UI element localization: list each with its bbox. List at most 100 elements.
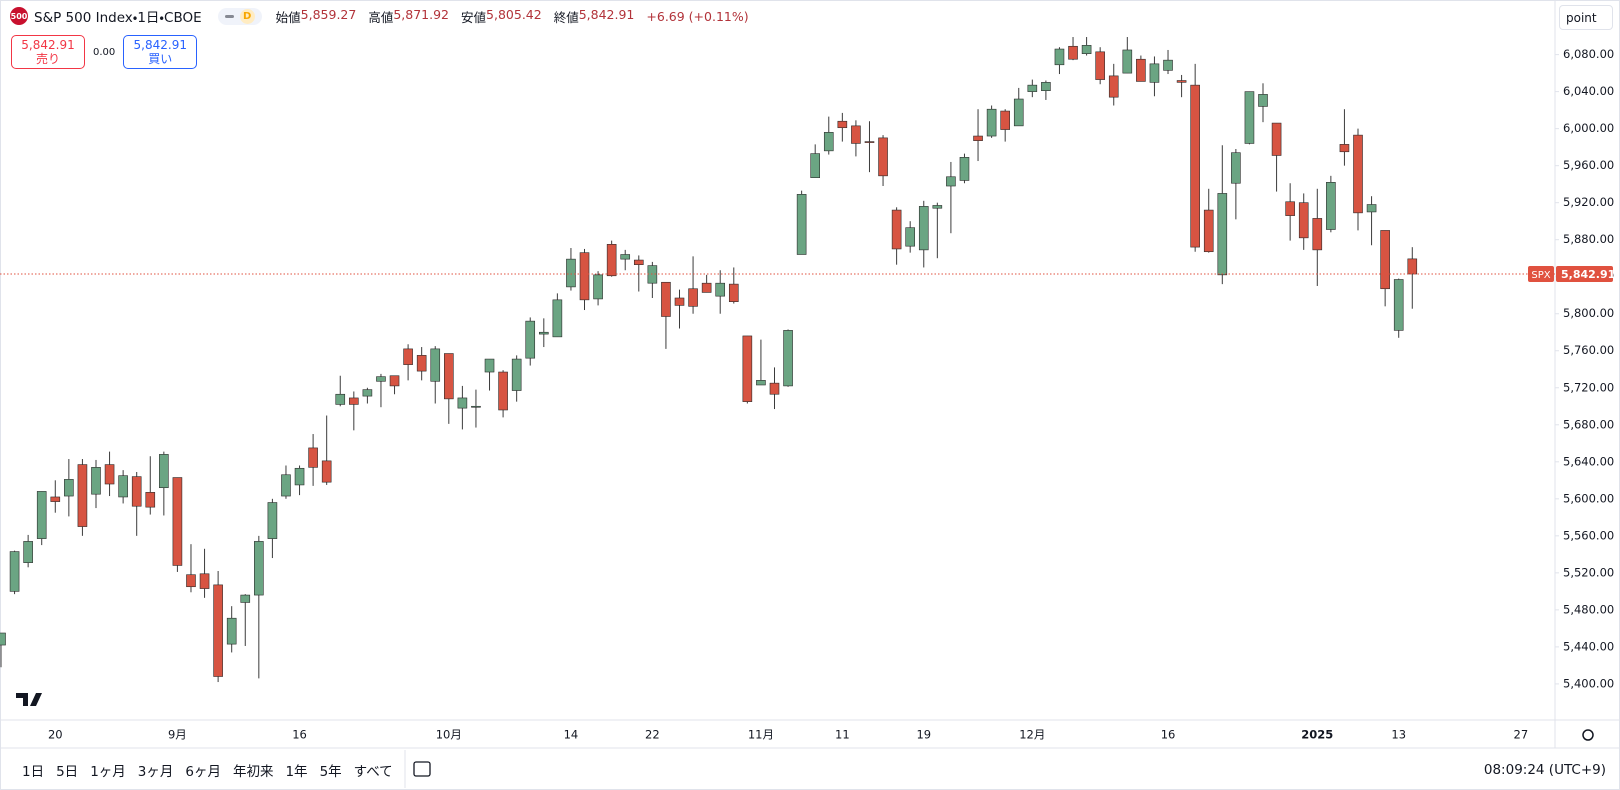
candle-body bbox=[1231, 152, 1241, 184]
candle-body bbox=[240, 594, 251, 603]
period-button[interactable]: 3ヶ月 bbox=[137, 764, 174, 780]
chart-title: S&P 500 Index・1日・CBOE bbox=[34, 10, 202, 26]
candle-body bbox=[579, 252, 590, 301]
ohlc-name: 始値 bbox=[275, 9, 301, 25]
x-tick-label: 20 bbox=[48, 728, 63, 742]
candle-body bbox=[91, 467, 101, 495]
candle-body bbox=[606, 244, 617, 277]
candle-body bbox=[1000, 110, 1010, 130]
candle-body bbox=[430, 348, 441, 382]
candle-body bbox=[932, 205, 943, 209]
y-tick-label: 5,600.00 bbox=[1563, 491, 1614, 505]
candle-body bbox=[308, 447, 318, 468]
period-button[interactable]: 5日 bbox=[56, 764, 79, 780]
candle-body bbox=[1013, 98, 1024, 127]
candle-body bbox=[159, 454, 169, 489]
candle-body bbox=[403, 348, 413, 365]
candle-body bbox=[566, 258, 576, 288]
symbol-badge: 500 bbox=[10, 7, 28, 25]
interval-pill[interactable]: D bbox=[217, 7, 262, 25]
period-button[interactable]: 年初来 bbox=[232, 764, 274, 780]
period-button[interactable]: すべて bbox=[353, 764, 393, 780]
plot-area bbox=[0, 37, 1418, 683]
candle-body bbox=[226, 617, 237, 645]
sell-price: 5,842.91 bbox=[21, 38, 75, 52]
candle-body bbox=[837, 120, 848, 129]
candle-body bbox=[1108, 75, 1119, 98]
candle-body bbox=[1393, 279, 1404, 331]
x-tick-label: 14 bbox=[564, 728, 579, 742]
interval-badge: D bbox=[239, 8, 255, 24]
header: 500 S&P 500 Index・1日・CBOE D 始値 5,859.27 高値… bbox=[10, 6, 749, 26]
dash-icon bbox=[224, 14, 234, 18]
ohlc-name: 終値 bbox=[553, 9, 579, 25]
candle-body bbox=[1339, 144, 1350, 153]
buy-label: 買い bbox=[148, 52, 173, 66]
candle-body bbox=[552, 299, 563, 338]
candle-body bbox=[905, 227, 915, 247]
ohlc-item: 終値 5,842.91 bbox=[554, 7, 635, 26]
period-button[interactable]: 5年 bbox=[319, 764, 342, 780]
y-tick-label: 5,800.00 bbox=[1563, 306, 1614, 320]
symbol-tag: SPX bbox=[1531, 270, 1550, 281]
y-tick-label: 5,960.00 bbox=[1563, 158, 1614, 172]
x-tick-label: 9月 bbox=[168, 728, 187, 742]
period-button[interactable]: 6ヶ月 bbox=[185, 764, 221, 780]
candle-body bbox=[688, 288, 698, 307]
ohlc-value: 5,871.92 bbox=[393, 6, 450, 22]
period-button[interactable]: 1日 bbox=[22, 764, 45, 780]
period-button[interactable]: 1ヶ月 bbox=[90, 764, 126, 780]
candle-body bbox=[593, 274, 603, 300]
period-button[interactable]: 1年 bbox=[285, 764, 308, 780]
ohlc-name: 高値 bbox=[368, 9, 394, 25]
y-tick-label: 5,880.00 bbox=[1563, 232, 1614, 246]
candle-body bbox=[376, 376, 386, 382]
trade-panel: 5,842.91 売り 0.00 5,842.91 買い bbox=[11, 35, 198, 69]
clock: 08:09:24 (UTC+9) bbox=[1483, 762, 1606, 778]
candle-body bbox=[1068, 45, 1078, 60]
candle-body bbox=[756, 380, 766, 386]
unit-button[interactable]: point bbox=[1559, 5, 1613, 30]
settings-gear[interactable] bbox=[1582, 729, 1594, 741]
candle-body bbox=[1285, 201, 1295, 216]
change: +6.69 (+0.11%) bbox=[646, 8, 749, 24]
candle-body bbox=[77, 464, 88, 527]
candle-body bbox=[715, 282, 726, 297]
sell-button[interactable]: 5,842.91 売り bbox=[11, 35, 85, 69]
candle-body bbox=[946, 176, 956, 187]
date-range-icon[interactable] bbox=[404, 750, 431, 788]
candle-body bbox=[1407, 258, 1418, 275]
candle-body bbox=[349, 397, 359, 405]
candle-body bbox=[959, 157, 970, 181]
x-tick-label: 16 bbox=[1161, 728, 1176, 742]
candle-body bbox=[362, 389, 373, 397]
candle-body bbox=[796, 194, 807, 255]
candle-body bbox=[36, 491, 47, 539]
buy-button[interactable]: 5,842.91 買い bbox=[123, 35, 198, 69]
candle-body bbox=[918, 206, 929, 251]
ohlc-name: 安値 bbox=[461, 9, 487, 25]
x-tick-label: 13 bbox=[1391, 728, 1406, 742]
candle-body bbox=[118, 475, 128, 498]
calendar-icon[interactable] bbox=[413, 761, 431, 777]
candle-body bbox=[335, 393, 346, 405]
gear-icon[interactable] bbox=[1582, 729, 1594, 741]
candle-body bbox=[511, 358, 522, 391]
candle-body bbox=[1380, 230, 1390, 290]
candle-body bbox=[294, 467, 305, 486]
candle-body bbox=[1095, 51, 1105, 80]
ohlc-legend: 始値 5,859.27 高値 5,871.92 安値 5,805.42 終値 5,842.91 bbox=[276, 7, 641, 26]
buy-price: 5,842.91 bbox=[133, 38, 187, 52]
candle-body bbox=[1149, 63, 1160, 83]
candle-body bbox=[281, 474, 291, 497]
y-tick-label: 5,400.00 bbox=[1563, 676, 1614, 690]
candle-body bbox=[1298, 202, 1309, 239]
y-tick-label: 6,040.00 bbox=[1563, 84, 1614, 98]
x-tick-label: 2025 bbox=[1301, 728, 1333, 742]
y-tick-label: 6,000.00 bbox=[1563, 121, 1614, 135]
x-tick-label: 22 bbox=[645, 728, 660, 742]
candle-body bbox=[620, 254, 631, 260]
